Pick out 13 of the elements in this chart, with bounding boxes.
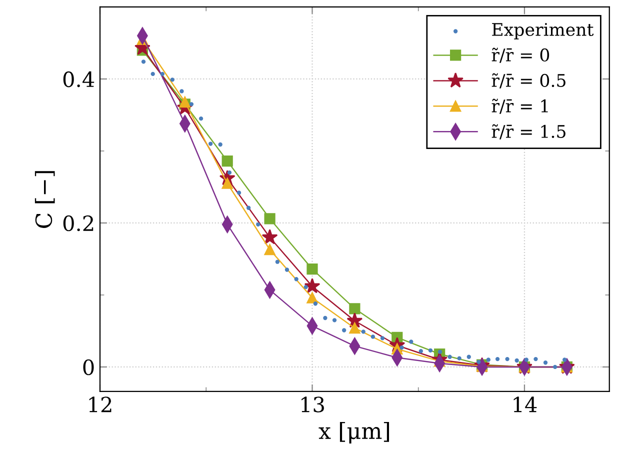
y-tick-label: 0 — [83, 359, 94, 376]
legend-label: Experiment — [492, 23, 594, 40]
legend-label: r̃/r̄ = 0.5 — [492, 73, 566, 88]
x-axis-title: x [μm] — [318, 422, 390, 444]
legend-label: r̃/r̄ = 0 — [492, 48, 550, 63]
y-tick-label: 0.4 — [63, 71, 94, 88]
x-tick-label: 12 — [89, 396, 112, 412]
y-axis-title: C [−] — [34, 171, 55, 228]
x-tick-label: 14 — [514, 396, 537, 412]
x-tick-label: 13 — [302, 396, 324, 412]
legend-label: r̃/r̄ = 1.5 — [492, 124, 566, 140]
legend-label: r̃/r̄ = 1 — [492, 98, 548, 114]
y-tick-label: 0.2 — [63, 215, 94, 232]
